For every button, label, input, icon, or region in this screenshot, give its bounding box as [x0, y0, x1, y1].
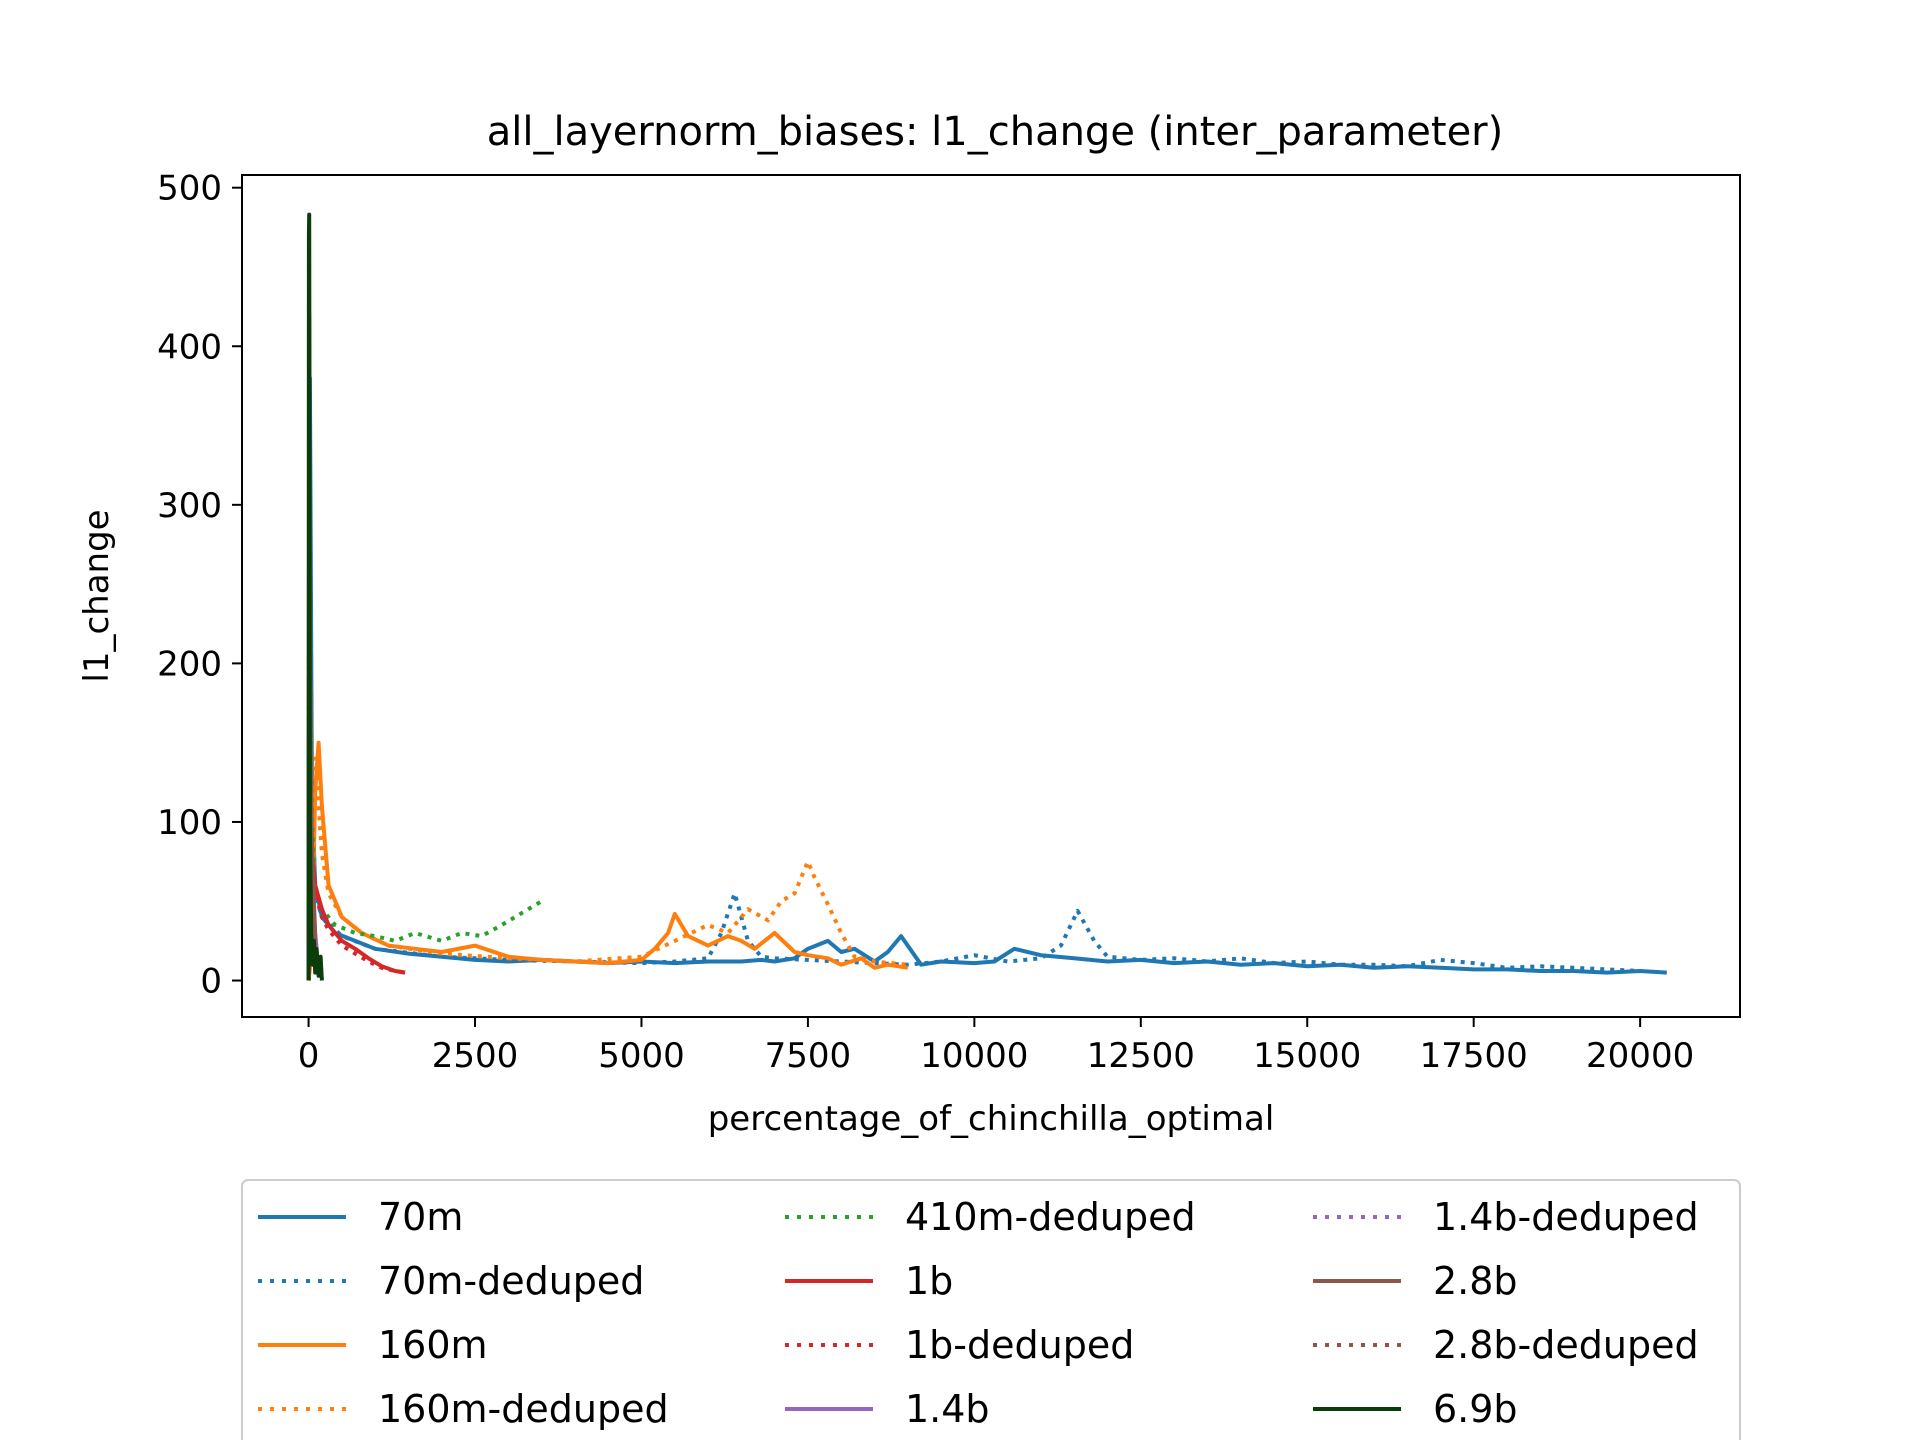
plot-lines — [306, 212, 1667, 981]
x-tick-label: 10000 — [920, 1036, 1028, 1076]
y-tick-label: 500 — [157, 169, 222, 209]
y-tick-label: 400 — [157, 327, 222, 367]
x-tick-label: 17500 — [1420, 1036, 1528, 1076]
series-line-410m-deduped — [306, 582, 543, 981]
x-tick-label: 20000 — [1586, 1036, 1694, 1076]
series-line-6-9b — [306, 212, 324, 981]
y-tick-label: 200 — [157, 644, 222, 684]
legend-label-6-9b: 6.9b — [1433, 1387, 1518, 1431]
x-tick-label: 0 — [298, 1036, 320, 1076]
y-tick-label: 100 — [157, 803, 222, 843]
x-tick-label: 5000 — [598, 1036, 685, 1076]
x-axis-ticks: 0 2500 5000 7500 10000 12500 15000 17500 20000 — [298, 1017, 1694, 1076]
legend-label-410m-deduped: 410m-deduped — [905, 1195, 1196, 1239]
legend-label-70m: 70m — [378, 1195, 463, 1239]
y-axis-label: l1_change — [77, 509, 117, 682]
legend-label-1-4b-deduped: 1.4b-deduped — [1433, 1195, 1699, 1239]
series-line-70m — [306, 376, 1667, 981]
legend-frame — [241, 1179, 1741, 1440]
legend-label-1b-deduped: 1b-deduped — [905, 1323, 1134, 1367]
y-tick-label: 300 — [157, 486, 222, 526]
legend: 70m 70m-deduped 160m 160m-deduped 410m-dedup… — [258, 1195, 1699, 1431]
legend-label-1-4b: 1.4b — [905, 1387, 990, 1431]
legend-label-2-8b: 2.8b — [1433, 1259, 1518, 1303]
x-tick-label: 15000 — [1253, 1036, 1361, 1076]
x-tick-label: 12500 — [1087, 1036, 1195, 1076]
series-line-70m-deduped — [306, 502, 1641, 981]
y-axis-ticks: 0 100 200 300 400 500 — [157, 169, 242, 1002]
x-tick-label: 7500 — [765, 1036, 852, 1076]
x-tick-label: 2500 — [432, 1036, 519, 1076]
legend-label-1b: 1b — [905, 1259, 953, 1303]
x-axis-label: percentage_of_chinchilla_optimal — [708, 1099, 1275, 1139]
series-line-160m-deduped — [306, 756, 908, 981]
legend-label-2-8b-deduped: 2.8b-deduped — [1433, 1323, 1699, 1367]
chart-title: all_layernorm_biases: l1_change (inter_p… — [487, 109, 1503, 155]
legend-label-70m-deduped: 70m-deduped — [378, 1259, 644, 1303]
y-tick-label: 0 — [200, 962, 222, 1002]
legend-label-160m-deduped: 160m-deduped — [378, 1387, 669, 1431]
legend-label-160m: 160m — [378, 1323, 488, 1367]
plot-frame — [241, 174, 1741, 1018]
